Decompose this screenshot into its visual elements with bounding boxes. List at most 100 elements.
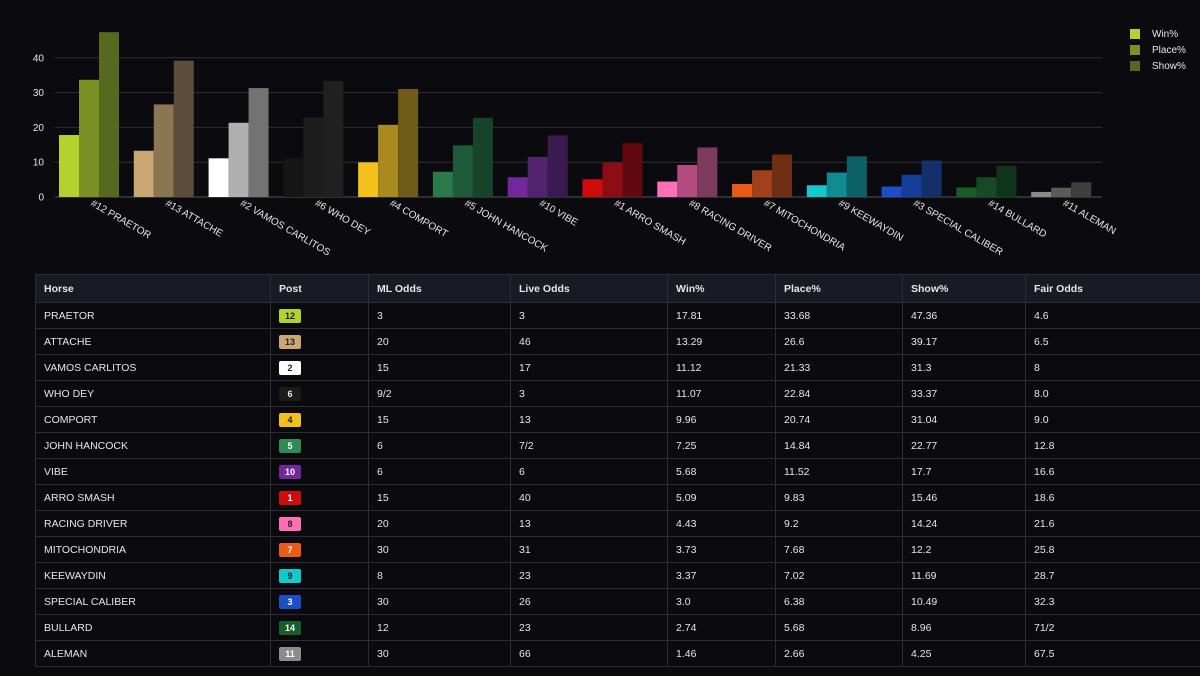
table-row[interactable]: ALEMAN 11 30 66 1.46 2.66 4.25 67.5 — [35, 640, 1200, 667]
x-tick-label: #11 ALEMAN — [1061, 198, 1118, 237]
ml-odds-cell: 6 — [368, 458, 511, 485]
y-tick-label: 30 — [33, 88, 45, 99]
show-pct-cell: 11.69 — [902, 562, 1026, 589]
bar-win-pct — [657, 181, 678, 197]
table-row[interactable]: ATTACHE 13 20 46 13.29 26.6 39.17 6.5 — [35, 328, 1200, 355]
live-odds-cell: 23 — [510, 614, 668, 641]
live-odds-cell: 31 — [510, 536, 668, 563]
header-post[interactable]: Post — [270, 274, 369, 303]
show-pct-cell: 31.3 — [902, 354, 1026, 381]
live-odds-cell: 13 — [510, 406, 668, 433]
bar-win-pct — [358, 162, 379, 197]
table-row[interactable]: WHO DEY 6 9/2 3 11.07 22.84 33.37 8.0 — [35, 380, 1200, 407]
bar-win-pct — [507, 177, 528, 197]
table-row[interactable]: MITOCHONDRIA 7 30 31 3.73 7.68 12.2 25.8 — [35, 536, 1200, 563]
bar-show-pct — [173, 60, 194, 197]
header-fair-odds[interactable]: Fair Odds — [1025, 274, 1200, 303]
bar-show-pct — [697, 147, 718, 197]
table-row[interactable]: BULLARD 14 12 23 2.74 5.68 8.96 71/2 — [35, 614, 1200, 641]
bar-win-pct — [283, 158, 304, 197]
horse-cell: MITOCHONDRIA — [35, 536, 271, 563]
win-pct-cell: 7.25 — [667, 432, 776, 459]
fair-odds-cell: 8.0 — [1025, 380, 1200, 407]
win-pct-cell: 3.0 — [667, 588, 776, 615]
win-pct-cell: 9.96 — [667, 406, 776, 433]
win-pct-cell: 5.68 — [667, 458, 776, 485]
table-body: PRAETOR 12 3 3 17.81 33.68 47.36 4.6 ATTACHE 13 20… — [35, 302, 1200, 667]
x-tick-label: #7 MITOCHONDRIA — [762, 198, 848, 254]
live-odds-cell: 46 — [510, 328, 668, 355]
legend-item-win[interactable]: Win% — [1130, 26, 1186, 42]
horse-cell: WHO DEY — [35, 380, 271, 407]
win-pct-cell: 13.29 — [667, 328, 776, 355]
ml-odds-cell: 30 — [368, 536, 511, 563]
live-odds-cell: 3 — [510, 380, 668, 407]
table-row[interactable]: SPECIAL CALIBER 3 30 26 3.0 6.38 10.49 32.3 — [35, 588, 1200, 615]
bar-show-pct — [248, 88, 269, 197]
race-odds-table: Horse Post ML Odds Live Odds Win% Place%… — [35, 274, 1200, 667]
post-cell: 14 — [270, 614, 369, 641]
post-badge: 9 — [279, 568, 301, 583]
win-pct-cell: 3.73 — [667, 536, 776, 563]
live-odds-cell: 17 — [510, 354, 668, 381]
fair-odds-cell: 21.6 — [1025, 510, 1200, 537]
header-ml-odds[interactable]: ML Odds — [368, 274, 511, 303]
table-row[interactable]: RACING DRIVER 8 20 13 4.43 9.2 14.24 21.6 — [35, 510, 1200, 537]
post-cell: 8 — [270, 510, 369, 537]
live-odds-cell: 13 — [510, 510, 668, 537]
legend-swatch-place — [1130, 45, 1140, 55]
bar-place-pct — [602, 162, 623, 197]
table-row[interactable]: COMPORT 4 15 13 9.96 20.74 31.04 9.0 — [35, 406, 1200, 433]
x-tick-label: #9 KEEWAYDIN — [836, 198, 905, 244]
table-row[interactable]: JOHN HANCOCK 5 6 7/2 7.25 14.84 22.77 12.8 — [35, 432, 1200, 459]
place-pct-cell: 21.33 — [775, 354, 903, 381]
place-pct-cell: 14.84 — [775, 432, 903, 459]
ml-odds-cell: 9/2 — [368, 380, 511, 407]
bar-place-pct — [452, 145, 473, 197]
post-cell: 10 — [270, 458, 369, 485]
legend-item-show[interactable]: Show% — [1130, 58, 1186, 74]
bar-show-pct — [323, 80, 344, 197]
ml-odds-cell: 30 — [368, 588, 511, 615]
header-show-pct[interactable]: Show% — [902, 274, 1026, 303]
show-pct-cell: 10.49 — [902, 588, 1026, 615]
fair-odds-cell: 16.6 — [1025, 458, 1200, 485]
place-pct-cell: 33.68 — [775, 302, 903, 329]
show-pct-cell: 22.77 — [902, 432, 1026, 459]
show-pct-cell: 12.2 — [902, 536, 1026, 563]
table-row[interactable]: KEEWAYDIN 9 8 23 3.37 7.02 11.69 28.7 — [35, 562, 1200, 589]
legend-item-place[interactable]: Place% — [1130, 42, 1186, 58]
bar-win-pct — [208, 158, 229, 197]
post-badge: 12 — [279, 308, 301, 323]
fair-odds-cell: 9.0 — [1025, 406, 1200, 433]
show-pct-cell: 39.17 — [902, 328, 1026, 355]
ml-odds-cell: 30 — [368, 640, 511, 667]
table-row[interactable]: VAMOS CARLITOS 2 15 17 11.12 21.33 31.3 8 — [35, 354, 1200, 381]
place-pct-cell: 11.52 — [775, 458, 903, 485]
post-cell: 11 — [270, 640, 369, 667]
header-horse[interactable]: Horse — [35, 274, 271, 303]
table-row[interactable]: PRAETOR 12 3 3 17.81 33.68 47.36 4.6 — [35, 302, 1200, 329]
post-cell: 1 — [270, 484, 369, 511]
header-win-pct[interactable]: Win% — [667, 274, 776, 303]
bar-win-pct — [1031, 191, 1052, 197]
y-tick-label: 20 — [33, 123, 45, 134]
table-row[interactable]: VIBE 10 6 6 5.68 11.52 17.7 16.6 — [35, 458, 1200, 485]
x-tick-label: #1 ARRO SMASH — [612, 198, 687, 248]
ml-odds-cell: 20 — [368, 328, 511, 355]
post-badge: 10 — [279, 464, 301, 479]
place-pct-cell: 20.74 — [775, 406, 903, 433]
show-pct-cell: 15.46 — [902, 484, 1026, 511]
bar-place-pct — [901, 174, 922, 197]
win-pct-cell: 11.07 — [667, 380, 776, 407]
table-row[interactable]: ARRO SMASH 1 15 40 5.09 9.83 15.46 18.6 — [35, 484, 1200, 511]
header-place-pct[interactable]: Place% — [775, 274, 903, 303]
show-pct-cell: 31.04 — [902, 406, 1026, 433]
post-badge: 7 — [279, 542, 301, 557]
place-pct-cell: 9.83 — [775, 484, 903, 511]
header-live-odds[interactable]: Live Odds — [510, 274, 668, 303]
bar-show-pct — [99, 32, 119, 198]
post-badge: 13 — [279, 334, 301, 349]
ml-odds-cell: 3 — [368, 302, 511, 329]
bar-show-pct — [547, 135, 568, 197]
